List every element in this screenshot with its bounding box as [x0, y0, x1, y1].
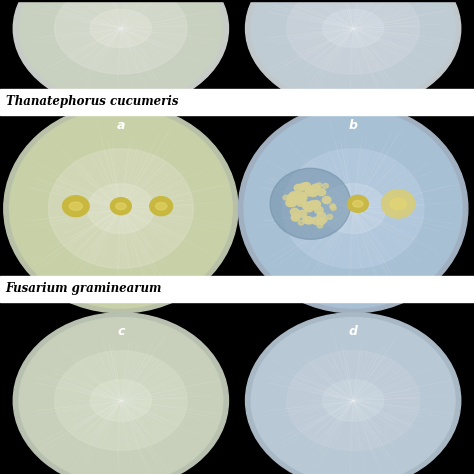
Ellipse shape: [297, 196, 306, 203]
Text: a: a: [117, 118, 125, 131]
Ellipse shape: [305, 186, 314, 193]
Ellipse shape: [310, 202, 319, 210]
Ellipse shape: [292, 214, 298, 219]
Ellipse shape: [55, 351, 187, 450]
Ellipse shape: [297, 199, 305, 206]
Ellipse shape: [317, 212, 326, 219]
Ellipse shape: [322, 9, 383, 47]
Ellipse shape: [307, 201, 315, 209]
Text: b: b: [349, 118, 357, 131]
Ellipse shape: [312, 217, 320, 224]
Ellipse shape: [322, 380, 383, 421]
Ellipse shape: [327, 215, 333, 219]
Ellipse shape: [317, 223, 323, 228]
Ellipse shape: [13, 0, 228, 109]
Ellipse shape: [287, 194, 295, 201]
Ellipse shape: [251, 0, 455, 104]
Ellipse shape: [320, 184, 386, 234]
Ellipse shape: [19, 0, 223, 104]
Ellipse shape: [298, 210, 307, 218]
Ellipse shape: [90, 9, 152, 47]
Ellipse shape: [150, 197, 173, 216]
Ellipse shape: [13, 313, 228, 474]
Ellipse shape: [251, 318, 455, 474]
Ellipse shape: [289, 197, 297, 204]
Ellipse shape: [305, 205, 313, 212]
Ellipse shape: [287, 351, 419, 450]
Ellipse shape: [9, 109, 232, 308]
Ellipse shape: [283, 195, 289, 200]
Text: Fusarium graminearum: Fusarium graminearum: [6, 282, 162, 295]
Ellipse shape: [308, 201, 317, 208]
Ellipse shape: [311, 184, 320, 191]
Ellipse shape: [316, 183, 322, 188]
Bar: [0, 0, 474, 1]
Ellipse shape: [321, 218, 327, 222]
Ellipse shape: [238, 104, 468, 313]
Ellipse shape: [110, 198, 131, 215]
Ellipse shape: [303, 203, 311, 210]
Ellipse shape: [246, 313, 461, 474]
Ellipse shape: [315, 207, 323, 214]
Ellipse shape: [287, 0, 419, 74]
Ellipse shape: [90, 380, 152, 421]
Ellipse shape: [270, 168, 351, 239]
Ellipse shape: [322, 197, 331, 204]
Ellipse shape: [291, 214, 300, 221]
Ellipse shape: [282, 149, 424, 268]
Ellipse shape: [305, 189, 314, 196]
Text: c: c: [117, 325, 125, 337]
Ellipse shape: [292, 191, 301, 199]
Ellipse shape: [69, 202, 82, 210]
Ellipse shape: [55, 0, 187, 74]
Ellipse shape: [323, 183, 328, 188]
Ellipse shape: [382, 190, 415, 218]
Ellipse shape: [299, 194, 307, 201]
Ellipse shape: [19, 318, 223, 474]
Ellipse shape: [330, 204, 336, 209]
Ellipse shape: [312, 201, 320, 208]
Ellipse shape: [300, 183, 308, 190]
Ellipse shape: [390, 198, 406, 210]
Ellipse shape: [63, 196, 89, 217]
Ellipse shape: [244, 109, 462, 308]
Ellipse shape: [302, 202, 311, 209]
Ellipse shape: [48, 149, 193, 268]
Ellipse shape: [309, 190, 318, 197]
Ellipse shape: [317, 189, 326, 196]
Ellipse shape: [294, 184, 303, 191]
Bar: [0, 89, 474, 116]
Ellipse shape: [302, 182, 310, 190]
Ellipse shape: [246, 0, 461, 109]
Ellipse shape: [87, 184, 155, 234]
Ellipse shape: [116, 203, 126, 210]
Ellipse shape: [4, 104, 238, 313]
Ellipse shape: [155, 202, 167, 210]
Ellipse shape: [317, 218, 326, 225]
Ellipse shape: [286, 200, 294, 207]
Ellipse shape: [353, 201, 363, 207]
Bar: [0, 276, 474, 302]
Ellipse shape: [298, 192, 306, 199]
Ellipse shape: [347, 195, 368, 212]
Ellipse shape: [289, 192, 298, 199]
Text: d: d: [349, 325, 357, 337]
Ellipse shape: [330, 206, 336, 210]
Ellipse shape: [288, 200, 297, 207]
Text: Thanatephorus cucumeris: Thanatephorus cucumeris: [6, 95, 178, 108]
Ellipse shape: [298, 220, 304, 225]
Ellipse shape: [303, 217, 311, 224]
Ellipse shape: [291, 208, 299, 215]
Ellipse shape: [305, 217, 313, 224]
